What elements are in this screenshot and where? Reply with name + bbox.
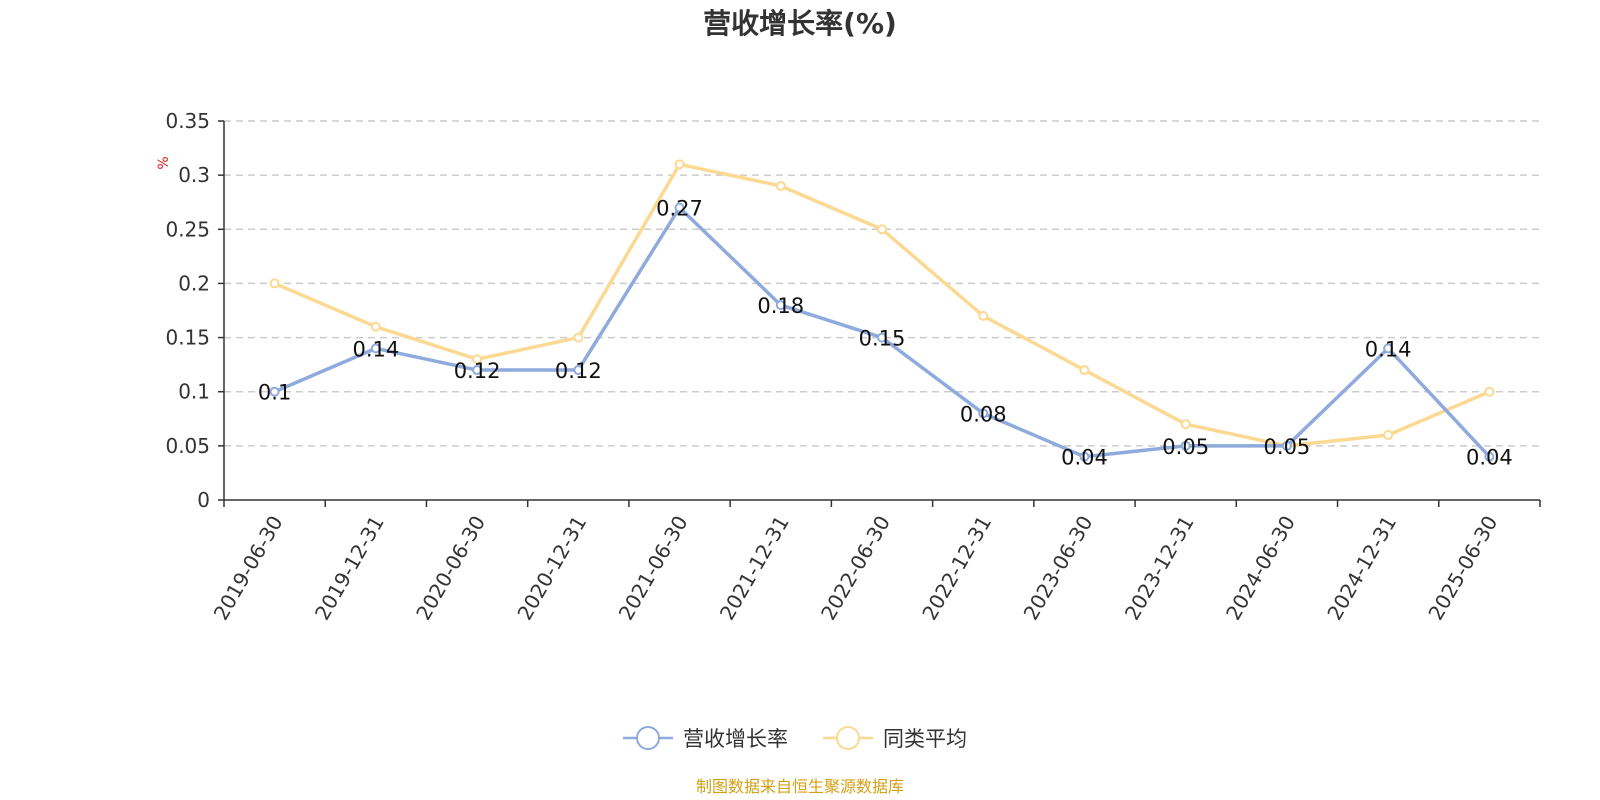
y-tick-label: 0 <box>197 488 210 512</box>
legend-label: 同类平均 <box>883 727 967 751</box>
data-label: 0.12 <box>555 359 602 383</box>
x-tick-label: 2025-06-30 <box>1423 512 1502 625</box>
series-line-1 <box>272 162 1492 448</box>
series-point-0 <box>1079 451 1090 462</box>
series-layer <box>269 159 1495 462</box>
series-point-1 <box>1484 386 1495 397</box>
legend[interactable]: 营收增长率 同类平均 <box>623 726 967 751</box>
x-tick-label: 2021-06-30 <box>614 512 693 625</box>
data-label: 0.14 <box>1365 337 1412 361</box>
grid-lines <box>224 120 1540 447</box>
x-tick-label: 2022-06-30 <box>816 512 895 625</box>
series-point-0 <box>1281 440 1292 451</box>
series-point-0 <box>1180 440 1191 451</box>
y-tick-label: 0.2 <box>178 271 210 295</box>
series-point-0 <box>978 408 989 419</box>
x-tick-label: 2023-06-30 <box>1019 512 1098 625</box>
y-tick-label: 0.3 <box>178 163 210 187</box>
x-tick-label: 2021-12-31 <box>715 512 794 625</box>
series-point-0 <box>573 365 584 376</box>
chart-title: 营收增长率(%) <box>703 7 897 40</box>
data-label: 0.27 <box>656 197 703 221</box>
series-point-1 <box>269 278 280 289</box>
series-point-0 <box>269 386 280 397</box>
x-tick-label: 2019-06-30 <box>209 512 288 625</box>
legend-marker <box>636 726 660 750</box>
legend-label: 营收增长率 <box>683 727 788 751</box>
series-point-1 <box>674 159 685 170</box>
y-tick-label: 0.05 <box>165 434 210 458</box>
legend-item-0[interactable]: 营收增长率 <box>623 726 788 751</box>
y-tick-label: 0.25 <box>165 217 210 241</box>
series-point-0 <box>1383 343 1394 354</box>
series-point-0 <box>472 365 483 376</box>
series-point-1 <box>877 224 887 235</box>
legend-marker <box>836 726 860 750</box>
legend-item-1[interactable]: 同类平均 <box>823 726 967 751</box>
series-point-0 <box>775 300 786 311</box>
data-label: 0.14 <box>352 337 399 361</box>
series-point-0 <box>877 332 887 343</box>
data-label: 0.15 <box>859 327 906 351</box>
series-point-1 <box>775 180 786 191</box>
data-label: 0.18 <box>757 294 804 318</box>
data-label: 0.12 <box>454 359 501 383</box>
x-tick-label: 2023-12-31 <box>1120 512 1199 625</box>
data-label: 0.04 <box>1061 446 1108 470</box>
data-label: 0.05 <box>1264 435 1311 459</box>
data-labels: 0.1 0.14 0.12 0.12 0.27 0.18 0.15 0.08 0.04 0.05 0… <box>258 197 1513 470</box>
data-label: 0.08 <box>960 402 1007 426</box>
series-point-1 <box>978 310 989 321</box>
series-point-0 <box>1484 451 1495 462</box>
series-point-1 <box>1180 419 1191 430</box>
series-point-1 <box>1383 430 1394 441</box>
series-point-0 <box>674 202 685 213</box>
data-label: 0.04 <box>1466 446 1513 470</box>
y-tick-label: 0.15 <box>165 326 210 350</box>
axes: 0 0.05 0.1 0.15 0.2 0.25 0.3 0.35 2019-06-30 2019… <box>165 109 1541 625</box>
source-note: 制图数据来自恒生聚源数据库 <box>696 777 904 796</box>
x-tick-label: 2024-12-31 <box>1322 512 1401 625</box>
series-point-1 <box>370 321 381 332</box>
data-label: 0.05 <box>1162 435 1209 459</box>
x-tick-label: 2020-06-30 <box>411 511 490 624</box>
x-tick-label: 2022-12-31 <box>917 511 996 624</box>
y-axis-unit: % <box>156 156 172 169</box>
series-point-1 <box>1079 365 1090 376</box>
y-tick-label: 0.35 <box>165 109 210 133</box>
series-point-0 <box>370 343 381 354</box>
x-tick-label: 2020-12-31 <box>512 512 591 625</box>
x-tick-label: 2019-12-31 <box>310 512 389 625</box>
data-label: 0.1 <box>258 381 291 405</box>
x-tick-label: 2024-06-30 <box>1221 512 1300 625</box>
series-point-1 <box>472 354 483 365</box>
series-point-1 <box>573 332 584 343</box>
y-tick-label: 0.1 <box>178 380 210 404</box>
